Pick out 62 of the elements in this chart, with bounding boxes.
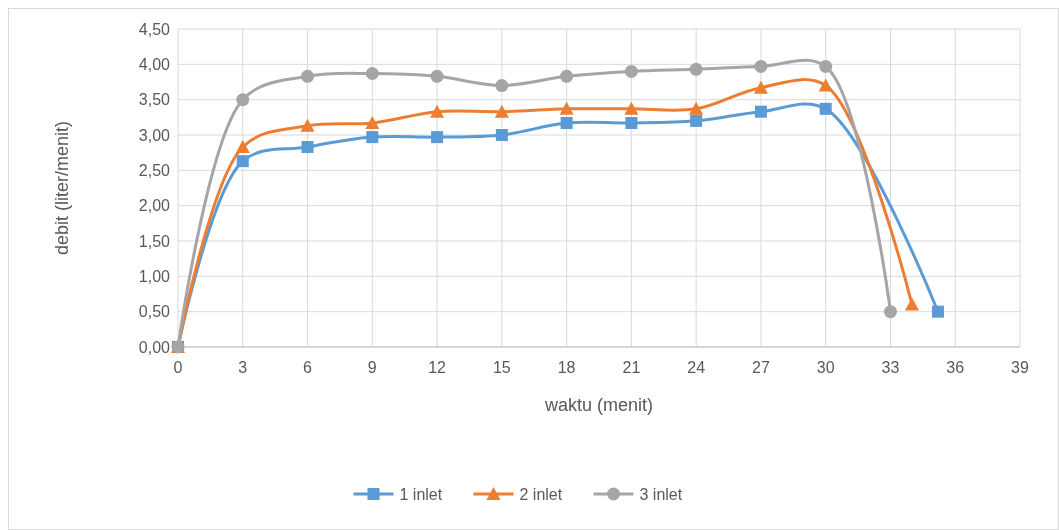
point — [754, 105, 767, 118]
legend-label: 2 inlet — [519, 485, 563, 503]
point — [300, 118, 315, 132]
x-tick-label: 27 — [752, 359, 770, 376]
x-tick-label: 39 — [1011, 359, 1029, 376]
x-tick-label: 33 — [881, 359, 900, 376]
point — [624, 101, 639, 115]
point — [236, 155, 249, 168]
y-tick-label: 1,00 — [138, 267, 171, 285]
x-tick-label: 6 — [303, 359, 313, 376]
point — [625, 116, 638, 129]
point — [819, 102, 832, 115]
point — [754, 59, 768, 73]
point — [495, 129, 508, 141]
point — [495, 79, 509, 93]
point — [560, 116, 573, 129]
y-tick-label: 2,00 — [138, 197, 171, 215]
point — [819, 59, 833, 73]
point — [560, 69, 574, 83]
y-tick-label: 3,50 — [138, 91, 171, 109]
point — [690, 114, 703, 127]
y-tick-label: 0,50 — [138, 303, 171, 321]
x-tick-label: 9 — [367, 359, 377, 376]
point — [753, 80, 768, 94]
point — [431, 131, 444, 144]
point — [365, 115, 380, 129]
point — [430, 69, 444, 83]
point — [365, 67, 379, 81]
y-tick-label: 2,50 — [138, 161, 171, 179]
x-tick-label: 30 — [816, 359, 835, 376]
x-tick-label: 15 — [492, 359, 511, 376]
point — [235, 140, 250, 154]
x-tick-label: 18 — [557, 359, 576, 376]
y-tick-label: 4,00 — [138, 55, 171, 73]
point — [301, 69, 315, 83]
y-tick-label: 3,00 — [138, 126, 171, 144]
legend-label: 1 inlet — [399, 485, 443, 503]
x-tick-label: 24 — [687, 359, 706, 376]
legend-label: 3 inlet — [639, 485, 683, 503]
point — [430, 104, 445, 118]
y-tick-label: 1,50 — [138, 232, 171, 250]
x-tick-label: 0 — [173, 359, 183, 376]
y-tick-label: 4,50 — [138, 20, 171, 38]
point — [931, 305, 944, 318]
x-tick-label: 36 — [946, 359, 965, 376]
point — [905, 297, 920, 311]
point — [689, 101, 704, 115]
point — [883, 305, 897, 319]
point — [236, 93, 250, 107]
point — [559, 101, 574, 115]
point — [624, 64, 638, 78]
point — [689, 62, 703, 76]
y-tick-label: 0,00 — [138, 338, 171, 356]
y-axis-title: debit (liter/menit) — [52, 120, 72, 256]
point — [301, 141, 314, 154]
x-tick-label: 21 — [622, 359, 641, 376]
x-tick-label: 3 — [238, 359, 248, 376]
point — [818, 78, 833, 92]
x-tick-label: 12 — [428, 359, 447, 376]
point — [494, 104, 509, 118]
point — [366, 131, 379, 144]
x-axis-title: waktu (menit) — [543, 395, 654, 415]
